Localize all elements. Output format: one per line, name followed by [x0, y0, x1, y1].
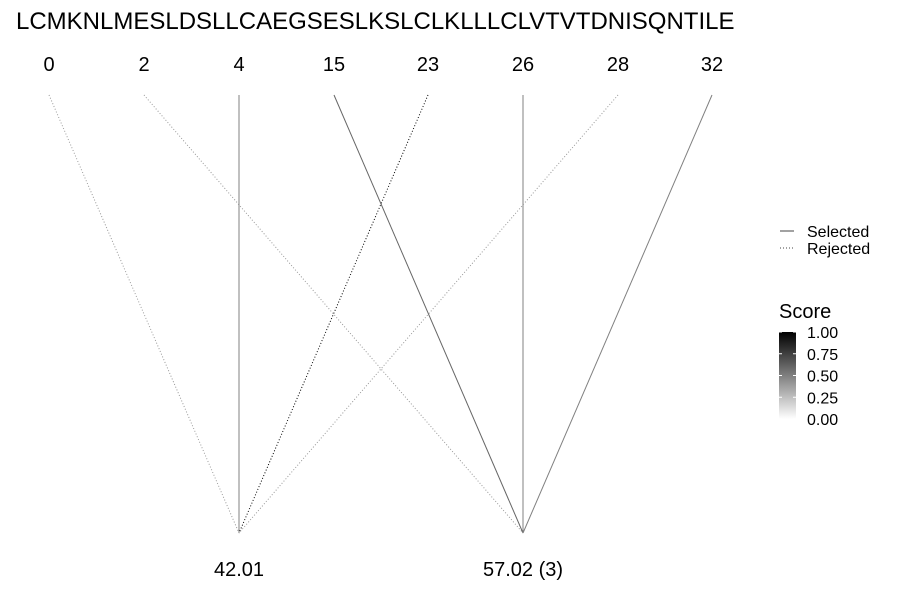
node-label: 57.02 (3) — [483, 559, 563, 581]
score-colorbar-ticks: 1.00 0.75 0.50 0.25 0.00 — [779, 325, 838, 429]
node-label: 42.01 — [214, 559, 264, 581]
rejected-connection-line — [48, 94, 240, 534]
score-tick-label: 0.50 — [807, 369, 838, 386]
selected-connection-line — [522, 94, 713, 534]
score-tick-label: 0.25 — [807, 390, 838, 407]
score-tick-label: 0.00 — [807, 412, 838, 429]
legend-selected-label: Selected — [807, 224, 869, 241]
bottom-node-labels: 42.01 57.02 (3) — [214, 559, 563, 581]
score-legend-title: Score — [779, 301, 831, 323]
rejected-connection-line — [238, 94, 619, 534]
top-position-labels: 0 2 4 15 23 26 28 32 — [43, 54, 723, 76]
position-label: 28 — [607, 54, 629, 76]
connection-lines — [48, 94, 713, 534]
selected-connection-line — [333, 94, 524, 534]
sequence-title: LCMKNLMESLDSLLCAEGSESLKSLCLKLLLCLVTVTDNI… — [16, 8, 735, 35]
position-label: 26 — [512, 54, 534, 76]
score-legend: Score 1.00 0.75 0.50 0.25 0.00 — [779, 301, 838, 429]
position-label: 2 — [138, 54, 149, 76]
score-tick-label: 0.75 — [807, 347, 838, 364]
position-label: 23 — [417, 54, 439, 76]
legend-rejected-label: Rejected — [807, 241, 870, 258]
position-label: 32 — [701, 54, 723, 76]
score-tick-label: 1.00 — [807, 325, 838, 342]
position-label: 15 — [323, 54, 345, 76]
rejected-connection-line — [143, 94, 524, 534]
line-type-legend: Selected Rejected — [780, 224, 870, 258]
position-label: 0 — [43, 54, 54, 76]
position-label: 4 — [233, 54, 244, 76]
score-colorbar — [779, 332, 796, 419]
rejected-connection-line — [238, 94, 429, 534]
